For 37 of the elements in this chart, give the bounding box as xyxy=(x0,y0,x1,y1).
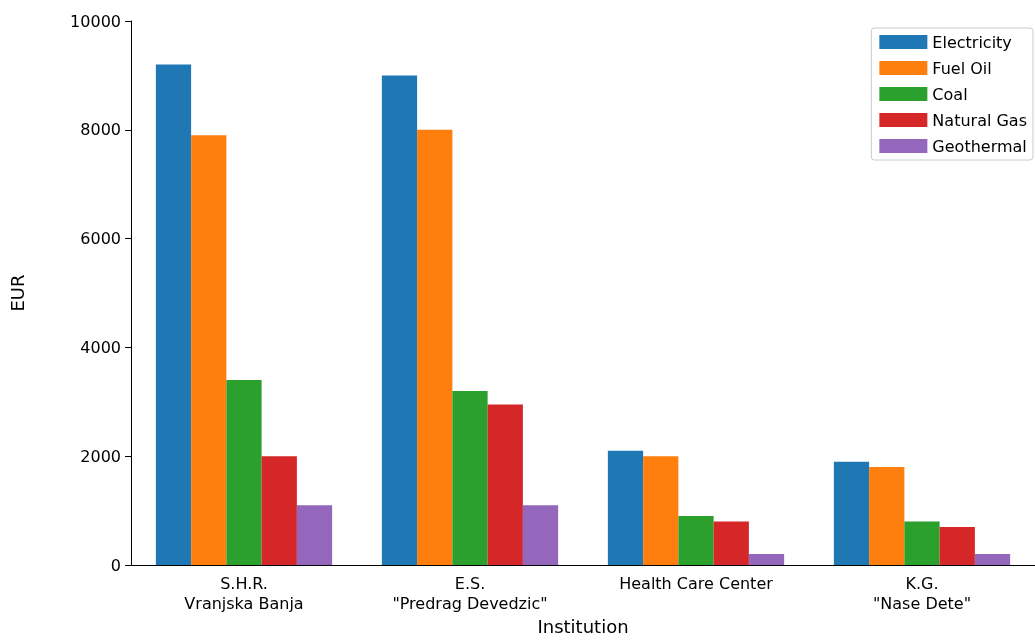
y-axis-title: EUR xyxy=(6,274,28,312)
bar xyxy=(487,404,523,565)
legend-label: Natural Gas xyxy=(932,110,1027,130)
bar xyxy=(748,554,785,565)
x-tick-label: K.G. "Nase Dete" xyxy=(872,573,972,613)
legend-label: Geothermal xyxy=(932,136,1027,156)
bar xyxy=(522,505,559,565)
bar xyxy=(607,450,644,565)
bar xyxy=(226,380,262,565)
y-tick-label: 0 xyxy=(110,555,121,575)
bar xyxy=(974,554,1011,565)
bar xyxy=(452,390,488,565)
legend-label: Fuel Oil xyxy=(932,58,992,78)
bar xyxy=(381,75,418,565)
y-tick-label: 6000 xyxy=(80,229,121,249)
legend-label: Coal xyxy=(932,84,968,104)
bar xyxy=(904,521,940,565)
bar xyxy=(261,456,297,565)
bar xyxy=(191,135,227,565)
bar xyxy=(713,521,749,565)
legend-label: Electricity xyxy=(932,32,1012,52)
bar xyxy=(833,461,870,565)
bar xyxy=(869,467,905,565)
bar xyxy=(417,129,453,565)
x-tick-label: Health Care Center xyxy=(619,573,774,593)
bar xyxy=(296,505,333,565)
bar xyxy=(155,64,192,565)
x-tick-label: E.S. "Predrag Devedzic" xyxy=(392,573,548,613)
bar xyxy=(643,456,679,565)
y-tick-label: 10000 xyxy=(70,11,121,31)
bar xyxy=(678,516,714,565)
y-tick-label: 8000 xyxy=(80,120,121,140)
y-tick-label: 2000 xyxy=(80,446,121,466)
bar xyxy=(939,526,975,565)
x-axis-title: Institution xyxy=(537,616,629,638)
x-tick-label: S.H.R. Vranjska Banja xyxy=(184,573,304,613)
y-tick-label: 4000 xyxy=(80,337,121,357)
